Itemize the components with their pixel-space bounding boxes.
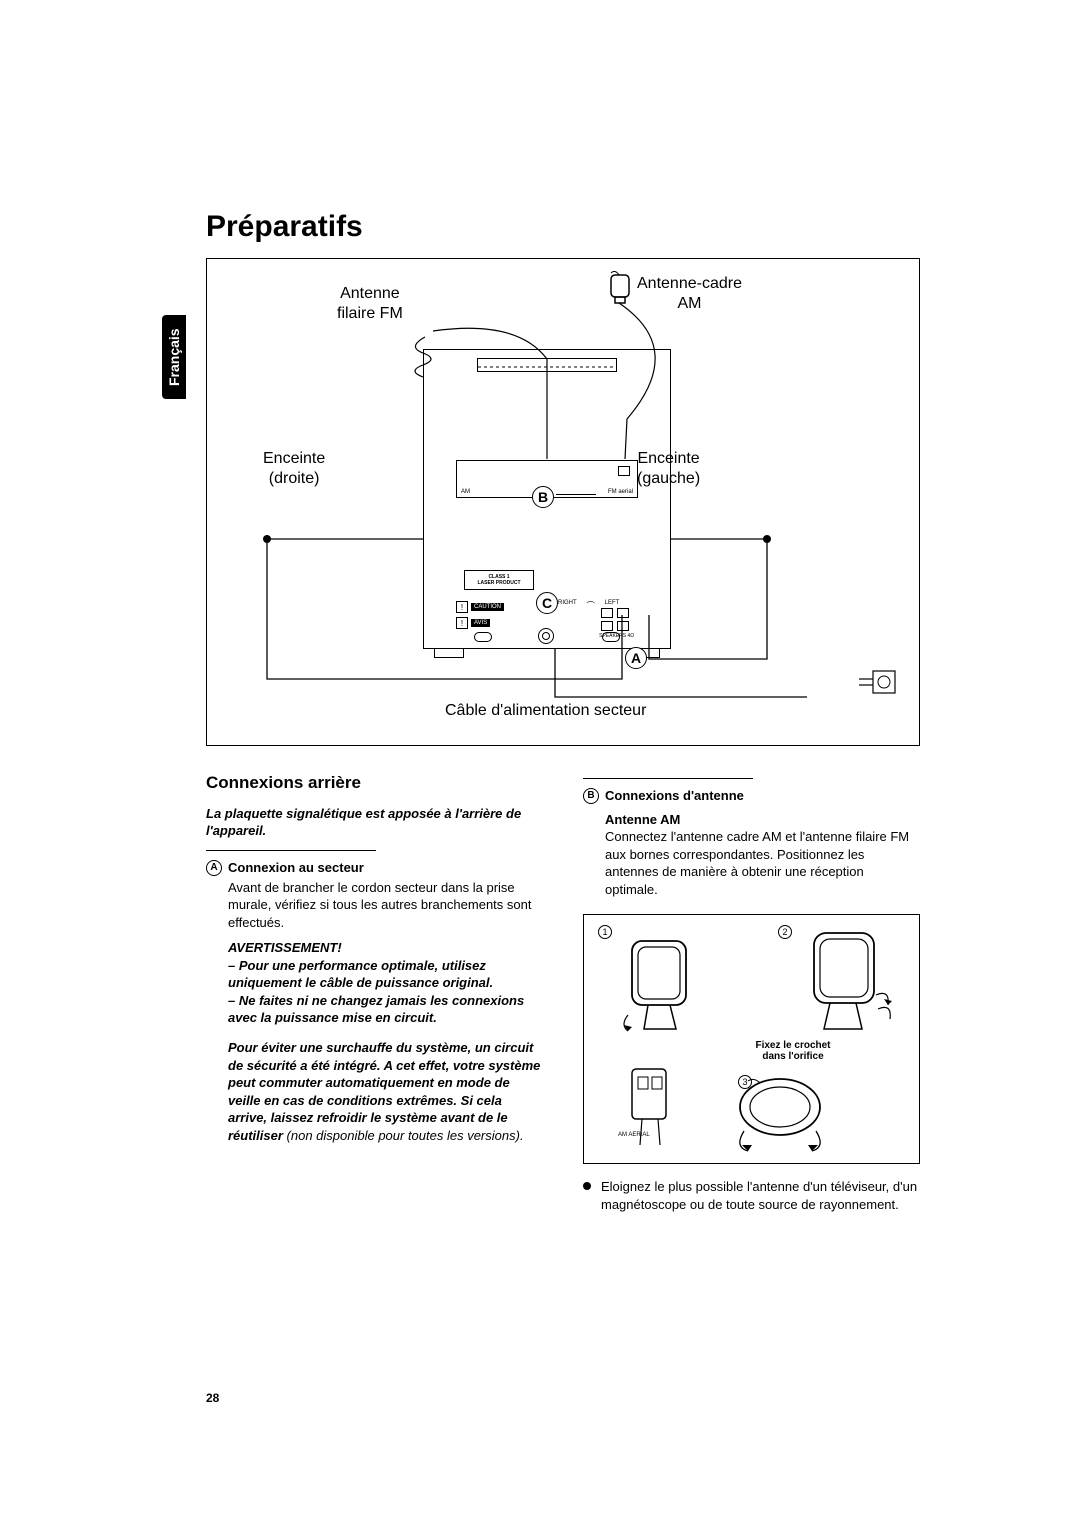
am-terminal-label: AM (461, 489, 470, 495)
step-b-title: Connexions d'antenne (605, 787, 744, 805)
loop-step1-icon (614, 933, 704, 1033)
fix-hook-label: Fixez le crochetdans l'orifice (738, 1040, 848, 1062)
power-socket-icon (538, 628, 554, 644)
antenna-am-title: Antenne AM (605, 811, 920, 829)
step-2-marker: 2 (778, 925, 792, 939)
b-line (556, 494, 596, 495)
warn-line-2: – Ne faites ni ne changez jamais les con… (228, 992, 543, 1027)
vent-icon (477, 358, 617, 372)
marker-a: A (625, 647, 647, 669)
bullet-dot-icon (583, 1182, 591, 1190)
foot-left (434, 648, 464, 658)
text-columns: Connexions arrière La plaquette signalét… (206, 772, 920, 1213)
step-a-letter: A (206, 860, 222, 876)
step-b-heading: B Connexions d'antenne (583, 787, 920, 805)
rear-connections-heading: Connexions arrière (206, 772, 543, 795)
loop-step2-icon (792, 929, 902, 1039)
hole-left (474, 632, 492, 642)
antenna-am-body: Connectez l'antenne cadre AM et l'antenn… (605, 828, 920, 898)
avertissement-heading: AVERTISSEMENT! (228, 939, 543, 957)
divider (583, 778, 753, 779)
step-a-title: Connexion au secteur (228, 859, 364, 877)
right-column: B Connexions d'antenne Antenne AM Connec… (583, 772, 920, 1213)
bullet-item: Eloignez le plus possible l'antenne d'un… (583, 1178, 920, 1213)
page-number: 28 (206, 1391, 219, 1405)
loop-step3-icon (724, 1073, 844, 1159)
avis-row: ! AVIS (456, 616, 606, 630)
warning-triangle-icon: ! (456, 617, 468, 629)
page-title: Préparatifs (206, 210, 920, 244)
speaker-right-label: Enceinte(droite) (263, 449, 325, 489)
warn-para-suffix: (non disponible pour toutes les versions… (287, 1128, 524, 1143)
warn-line-1: – Pour une performance optimale, utilise… (228, 957, 543, 992)
bullet-text: Eloignez le plus possible l'antenne d'un… (601, 1178, 920, 1213)
caution-row: ! CAUTION (456, 600, 606, 614)
am-antenna-label: Antenne-cadreAM (637, 274, 742, 314)
marker-b: B (532, 486, 554, 508)
avis-label: AVIS (471, 619, 490, 627)
am-antenna-figure: 1 2 3 Fixez le crochetdans l'orifice (583, 914, 920, 1164)
caution-label: CAUTION (471, 603, 504, 611)
hole-right (602, 632, 620, 642)
language-tab: Français (162, 315, 186, 399)
step-a-heading: A Connexion au secteur (206, 859, 543, 877)
plate-note: La plaquette signalétique est apposée à … (206, 805, 543, 840)
warn-paragraph: Pour éviter une surchauffe du système, u… (228, 1039, 543, 1144)
divider (206, 850, 376, 851)
am-aerial-caption: AM AERIAL (618, 1131, 650, 1139)
step-b-letter: B (583, 788, 599, 804)
fm-aerial-label: FM aerial (608, 489, 633, 495)
am-loop-icon (605, 271, 635, 307)
am-terminal-box (618, 466, 630, 476)
class1-label: CLASS 1LASER PRODUCT (464, 570, 534, 590)
power-cable-label: Câble d'alimentation secteur (445, 701, 646, 721)
fm-antenna-label: Antennefilaire FM (337, 284, 403, 324)
step-a-body: Avant de brancher le cordon secteur dans… (228, 879, 543, 932)
power-plug-icon (859, 669, 899, 695)
step-1-marker: 1 (598, 925, 612, 939)
warning-triangle-icon: ! (456, 601, 468, 613)
connection-diagram: Antennefilaire FM Antenne-cadreAM Encein… (206, 258, 920, 746)
left-column: Connexions arrière La plaquette signalét… (206, 772, 543, 1213)
device-rear-panel: AM FM aerial B CLASS 1LASER PRODUCT C RI… (423, 349, 671, 649)
